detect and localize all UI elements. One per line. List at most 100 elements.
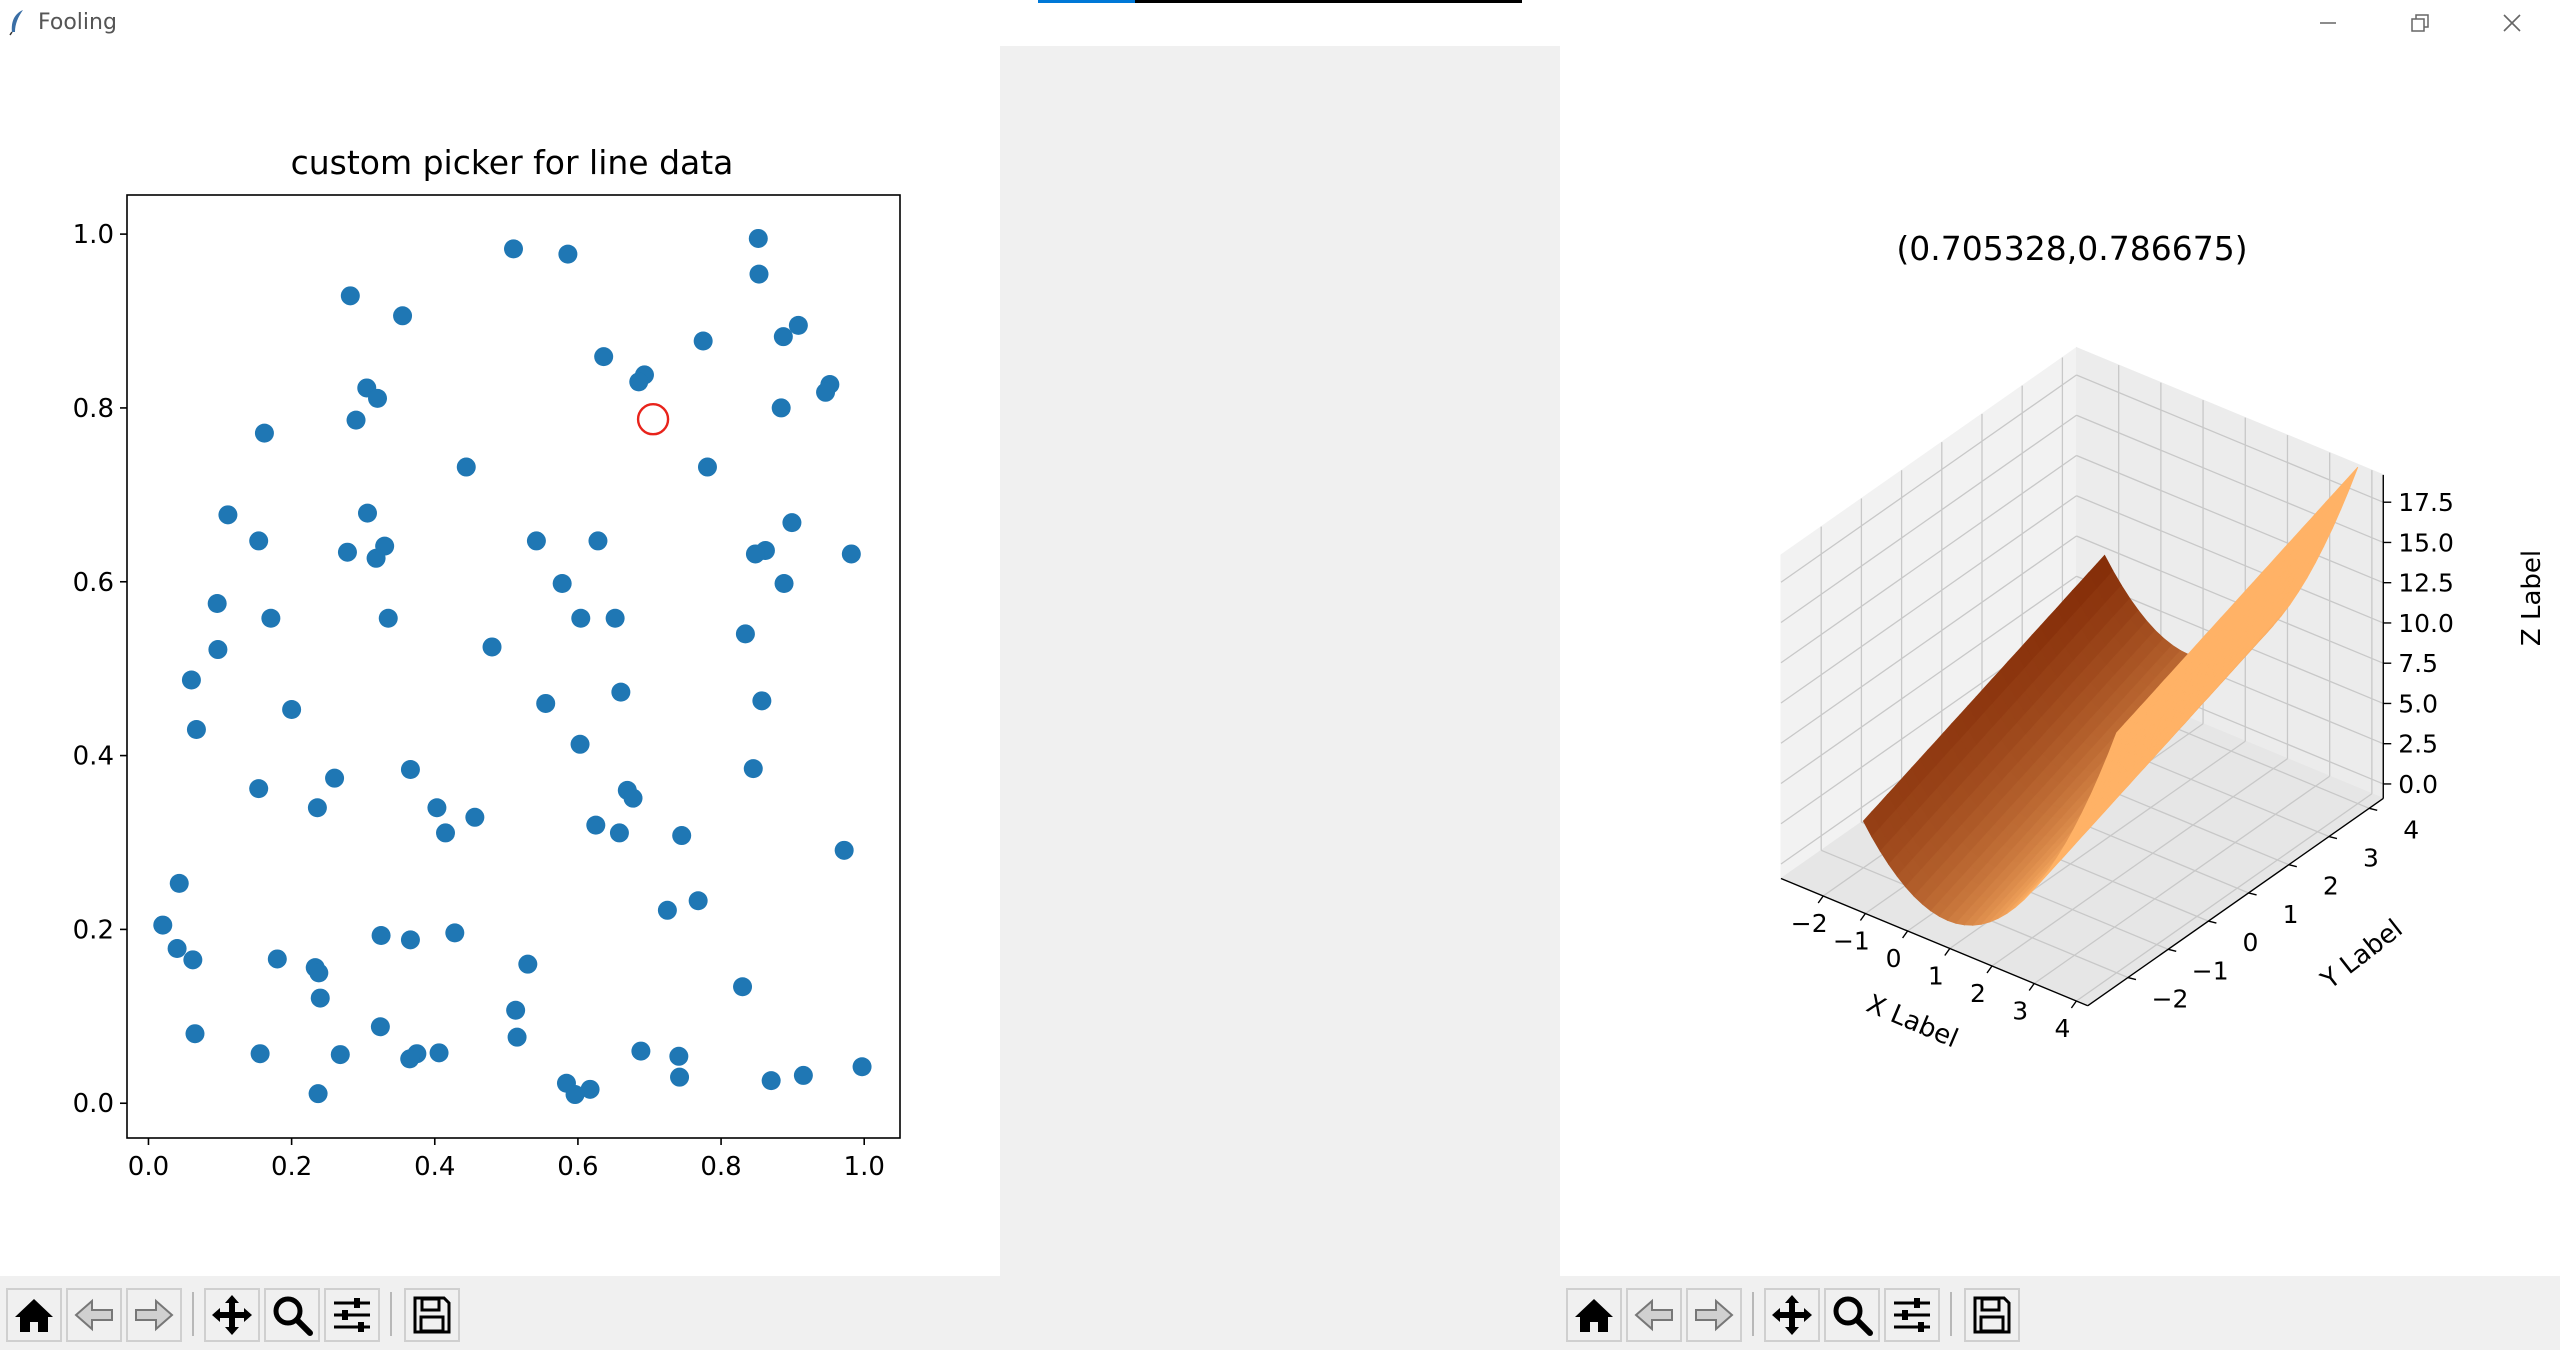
scatter-point bbox=[366, 548, 386, 568]
scatter-point bbox=[834, 840, 854, 860]
scatter-points bbox=[153, 228, 872, 1105]
y-tick-mark bbox=[2168, 948, 2177, 952]
scatter-point bbox=[774, 573, 794, 593]
configure-icon bbox=[334, 1298, 370, 1332]
configure-subplots-button[interactable] bbox=[1884, 1288, 1940, 1342]
scatter-point bbox=[307, 798, 327, 818]
scatter-plot[interactable]: custom picker for line data 0.0 0.2 0.4 0.6… bbox=[0, 46, 1000, 1276]
home-button[interactable] bbox=[1566, 1288, 1622, 1342]
scatter-point bbox=[436, 823, 456, 843]
gridline bbox=[2076, 495, 2384, 624]
z-tick-label: 5.0 bbox=[2398, 689, 2438, 718]
zoom-icon bbox=[1833, 1296, 1873, 1336]
surface-plot-3d[interactable]: (0.705328,0.786675) −2−101234−2−1012340.… bbox=[1560, 46, 2560, 1276]
back-button[interactable] bbox=[66, 1288, 122, 1342]
restore-button[interactable] bbox=[2374, 0, 2466, 46]
x-tick-mark bbox=[1902, 930, 1909, 939]
restore-icon bbox=[2411, 14, 2429, 32]
z-tick-label: 15.0 bbox=[2398, 528, 2454, 557]
pan-button[interactable] bbox=[204, 1288, 260, 1342]
scatter-point bbox=[393, 306, 413, 326]
minimize-button[interactable] bbox=[2282, 0, 2374, 46]
scatter-point bbox=[429, 1043, 449, 1063]
save-button[interactable] bbox=[404, 1288, 460, 1342]
scatter-point bbox=[571, 608, 591, 628]
scatter-point bbox=[371, 925, 391, 945]
configure-subplots-button[interactable] bbox=[324, 1288, 380, 1342]
z-tick-label: 12.5 bbox=[2398, 569, 2454, 598]
scatter-point bbox=[337, 542, 357, 562]
scatter-point bbox=[282, 700, 302, 720]
right-navigation-toolbar bbox=[1560, 1276, 2560, 1350]
scatter-point bbox=[623, 788, 643, 808]
back-button[interactable] bbox=[1626, 1288, 1682, 1342]
scatter-point bbox=[752, 691, 772, 711]
z-axis-label: Z Label bbox=[2517, 550, 2547, 646]
y-tick-label: 0.4 bbox=[73, 742, 114, 772]
x-tick-label: 1.0 bbox=[844, 1152, 885, 1182]
scatter-point bbox=[310, 988, 330, 1008]
y-tick-label: 0.0 bbox=[73, 1089, 114, 1119]
forward-icon bbox=[1695, 1298, 1734, 1332]
save-icon bbox=[1973, 1296, 2011, 1334]
zoom-button[interactable] bbox=[264, 1288, 320, 1342]
gridline bbox=[1780, 495, 2077, 704]
scatter-point bbox=[250, 1044, 270, 1064]
scatter-point bbox=[552, 573, 572, 593]
x-tick-label: −1 bbox=[1833, 926, 1870, 955]
right-figure-canvas[interactable]: (0.705328,0.786675) −2 −1 0 1 2 3 4 −2 −1 0 1 2 3 4 0.… bbox=[1560, 46, 2560, 1276]
axes-3d-ticks: −2−101234−2−1012340.02.55.07.510.012.515… bbox=[1780, 474, 2454, 1043]
forward-button[interactable] bbox=[1686, 1288, 1742, 1342]
toolbar-separator bbox=[1752, 1292, 1754, 1336]
x-tick-label: 0.0 bbox=[128, 1152, 169, 1182]
y-tick-label: 1.0 bbox=[73, 220, 114, 250]
gridline bbox=[2033, 775, 2331, 985]
forward-button[interactable] bbox=[126, 1288, 182, 1342]
scatter-point bbox=[743, 759, 763, 779]
x-tick-mark bbox=[1944, 948, 1951, 956]
scatter-point bbox=[611, 682, 631, 702]
scatter-point bbox=[249, 531, 269, 551]
scatter-point bbox=[400, 1049, 420, 1069]
left-figure-canvas[interactable]: custom picker for line data 0.0 0.2 0.4 0.6… bbox=[0, 46, 1000, 1276]
x-tick-mark bbox=[1986, 965, 1993, 974]
scatter-point bbox=[745, 544, 765, 564]
axes-panes bbox=[1779, 346, 2385, 1007]
y-tick-label: 0 bbox=[2242, 928, 2258, 957]
minimize-icon bbox=[2320, 22, 2336, 24]
x-axis-label: X Label bbox=[1862, 989, 1962, 1054]
z-tick-label: 17.5 bbox=[2398, 488, 2454, 517]
scatter-point bbox=[185, 1024, 205, 1044]
zoom-button[interactable] bbox=[1824, 1288, 1880, 1342]
x-tick-label: −2 bbox=[1791, 909, 1828, 938]
x-tick-mark bbox=[2028, 983, 2035, 991]
x-tick-label: 0.6 bbox=[557, 1152, 598, 1182]
scatter-point bbox=[370, 1017, 390, 1037]
y-tick-label: 0.6 bbox=[73, 568, 114, 598]
scatter-point bbox=[368, 388, 388, 408]
scatter-point bbox=[773, 327, 793, 347]
pan-icon bbox=[212, 1295, 252, 1335]
surface-mesh bbox=[1862, 466, 2359, 926]
scatter-point bbox=[672, 826, 692, 846]
close-button[interactable] bbox=[2466, 0, 2558, 46]
y-tick-mark bbox=[2288, 864, 2297, 868]
surface-facet bbox=[2107, 723, 2125, 755]
scatter-point bbox=[536, 693, 556, 713]
gridline bbox=[1780, 374, 2077, 583]
scatter-point bbox=[330, 1045, 350, 1065]
toolbar-separator bbox=[192, 1292, 194, 1336]
save-button[interactable] bbox=[1964, 1288, 2020, 1342]
y-tick-mark bbox=[2208, 920, 2217, 924]
scatter-point bbox=[357, 503, 377, 523]
pan-button[interactable] bbox=[1764, 1288, 1820, 1342]
home-button[interactable] bbox=[6, 1288, 62, 1342]
scatter-point bbox=[629, 372, 649, 392]
scatter-point bbox=[308, 1084, 328, 1104]
pan-icon bbox=[1772, 1295, 1812, 1335]
scatter-point bbox=[852, 1057, 872, 1077]
scatter-point bbox=[693, 331, 713, 351]
scatter-point bbox=[565, 1085, 585, 1105]
left-navigation-toolbar bbox=[0, 1276, 1000, 1350]
scatter-point bbox=[670, 1067, 690, 1087]
